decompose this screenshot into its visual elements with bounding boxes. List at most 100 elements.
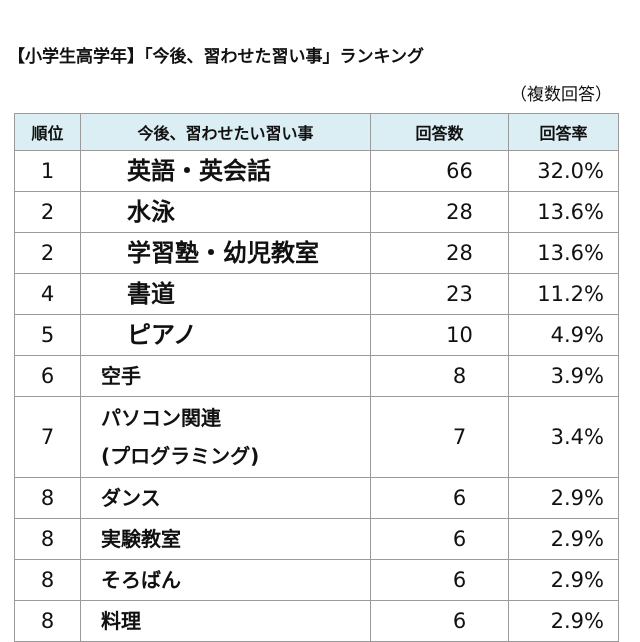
item-cell-text: パソコン関連 (プログラミング) xyxy=(101,406,260,468)
count-cell: 6 xyxy=(370,600,509,642)
count-cell: 23 xyxy=(370,273,509,315)
rate-cell: 2.9% xyxy=(508,559,619,601)
rank-cell-text: 8 xyxy=(40,486,55,510)
rate-cell-text: 13.6% xyxy=(537,241,604,265)
header-item: 今後、習わせたい習い事 xyxy=(80,113,371,151)
table-row: 5 ピアノ 10 4.9% xyxy=(14,314,619,356)
item-cell-text: ピアノ xyxy=(127,321,197,349)
count-cell: 66 xyxy=(370,150,509,192)
item-cell-text: 空手 xyxy=(101,364,141,388)
rank-cell-text: 2 xyxy=(40,200,55,224)
rate-cell-text: 2.9% xyxy=(550,609,604,633)
rank-cell: 8 xyxy=(14,518,81,560)
count-cell-text: 8 xyxy=(452,364,467,388)
table-row: 8 実験教室 6 2.9% xyxy=(14,518,619,560)
count-cell: 8 xyxy=(370,355,509,397)
rate-cell: 3.4% xyxy=(508,396,619,478)
rank-cell: 1 xyxy=(14,150,81,192)
rank-cell-text: 6 xyxy=(40,364,55,388)
rate-cell: 3.9% xyxy=(508,355,619,397)
item-cell-text: 学習塾・幼児教室 xyxy=(127,239,319,267)
item-cell: 水泳 xyxy=(80,191,371,233)
table-row: 4 書道 23 11.2% xyxy=(14,273,619,315)
item-cell: 空手 xyxy=(80,355,371,397)
rank-cell-text: 4 xyxy=(40,282,55,306)
rank-cell-text: 7 xyxy=(40,425,55,449)
count-cell-text: 10 xyxy=(446,323,473,347)
count-cell-text: 6 xyxy=(452,609,467,633)
count-cell: 28 xyxy=(370,191,509,233)
count-cell-text: 28 xyxy=(446,200,473,224)
item-cell: 実験教室 xyxy=(80,518,371,560)
count-cell-text: 6 xyxy=(452,568,467,592)
rank-cell: 8 xyxy=(14,600,81,642)
item-cell: 書道 xyxy=(80,273,371,315)
rate-cell: 2.9% xyxy=(508,518,619,560)
count-cell: 6 xyxy=(370,477,509,519)
rank-cell-text: 2 xyxy=(40,241,55,265)
item-cell-text: ダンス xyxy=(101,486,161,510)
table-row: 2 水泳 28 13.6% xyxy=(14,191,619,233)
rank-cell: 8 xyxy=(14,559,81,601)
item-cell: パソコン関連 (プログラミング) xyxy=(80,396,371,478)
table-body: 1 英語・英会話 66 32.0% 2 水泳 28 13.6% 2 学習塾・幼児教室 28 13.6%… xyxy=(14,150,619,642)
table-row: 8 ダンス 6 2.9% xyxy=(14,477,619,519)
rank-cell-text: 5 xyxy=(40,323,55,347)
rate-cell-text: 2.9% xyxy=(550,568,604,592)
count-cell-text: 6 xyxy=(452,527,467,551)
header-row: 順位 今後、習わせたい習い事 回答数 回答率 xyxy=(14,113,619,151)
count-cell-text: 28 xyxy=(446,241,473,265)
item-cell-text: そろばん xyxy=(101,568,181,592)
rate-cell-text: 3.4% xyxy=(550,425,604,449)
count-cell: 6 xyxy=(370,559,509,601)
item-cell-text: 書道 xyxy=(127,280,175,308)
table-row: 1 英語・英会話 66 32.0% xyxy=(14,150,619,192)
rate-cell: 13.6% xyxy=(508,232,619,274)
item-cell: 料理 xyxy=(80,600,371,642)
item-cell: ピアノ xyxy=(80,314,371,356)
chart-title: 【小学生高学年】「今後、習わせた習い事」ランキング xyxy=(8,47,424,67)
item-cell: 学習塾・幼児教室 xyxy=(80,232,371,274)
rate-cell: 4.9% xyxy=(508,314,619,356)
rank-cell: 5 xyxy=(14,314,81,356)
rank-cell: 2 xyxy=(14,191,81,233)
rate-cell: 2.9% xyxy=(508,477,619,519)
ranking-table: 順位 今後、習わせたい習い事 回答数 回答率 1 英語・英会話 66 32.0% 2 水泳… xyxy=(14,113,619,642)
count-cell: 28 xyxy=(370,232,509,274)
count-cell-text: 23 xyxy=(446,282,473,306)
rate-cell-text: 4.9% xyxy=(550,323,604,347)
header-count: 回答数 xyxy=(370,113,509,151)
rate-cell-text: 2.9% xyxy=(550,486,604,510)
rank-cell: 8 xyxy=(14,477,81,519)
rate-cell-text: 32.0% xyxy=(537,159,604,183)
rate-cell: 13.6% xyxy=(508,191,619,233)
rate-cell-text: 13.6% xyxy=(537,200,604,224)
multiple-answer-note: （複数回答） xyxy=(510,85,612,105)
rank-cell-text: 8 xyxy=(40,568,55,592)
item-cell-text: 水泳 xyxy=(127,198,175,226)
count-cell-text: 7 xyxy=(452,425,467,449)
rank-cell: 4 xyxy=(14,273,81,315)
table-row: 6 空手 8 3.9% xyxy=(14,355,619,397)
rank-cell-text: 1 xyxy=(40,159,55,183)
table-row: 7 パソコン関連 (プログラミング) 7 3.4% xyxy=(14,396,619,478)
rank-cell-text: 8 xyxy=(40,609,55,633)
table-row: 8 料理 6 2.9% xyxy=(14,600,619,642)
rate-cell: 32.0% xyxy=(508,150,619,192)
rate-cell-text: 2.9% xyxy=(550,527,604,551)
rank-cell: 7 xyxy=(14,396,81,478)
count-cell-text: 66 xyxy=(446,159,473,183)
header-rate: 回答率 xyxy=(508,113,619,151)
item-cell-text: 実験教室 xyxy=(101,527,181,551)
rate-cell-text: 11.2% xyxy=(537,282,604,306)
header-rank: 順位 xyxy=(14,113,81,151)
count-cell: 10 xyxy=(370,314,509,356)
count-cell: 7 xyxy=(370,396,509,478)
rate-cell-text: 3.9% xyxy=(550,364,604,388)
rate-cell: 2.9% xyxy=(508,600,619,642)
item-cell-text: 料理 xyxy=(101,609,141,633)
rank-cell: 2 xyxy=(14,232,81,274)
count-cell-text: 6 xyxy=(452,486,467,510)
item-cell: そろばん xyxy=(80,559,371,601)
table-row: 2 学習塾・幼児教室 28 13.6% xyxy=(14,232,619,274)
